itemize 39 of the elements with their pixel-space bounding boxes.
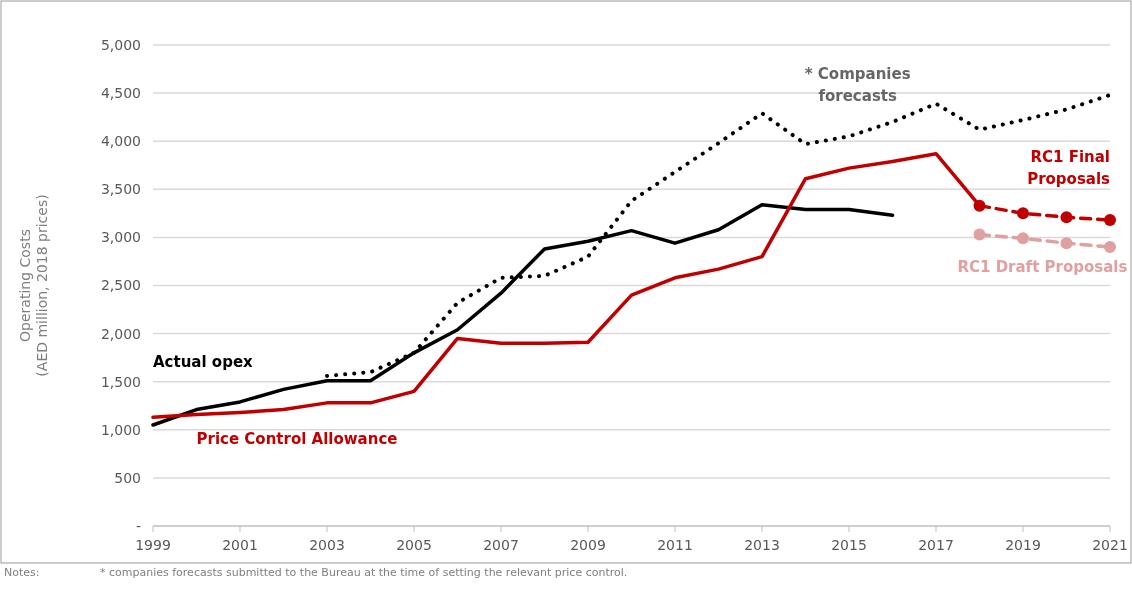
series-label: * Companies forecasts [804, 64, 911, 105]
x-tick-label: 2003 [309, 537, 345, 553]
series-label: Price Control Allowance [196, 430, 398, 449]
y-axis-title: Operating Costs (AED million, 2018 prices) [17, 194, 50, 377]
y-tick-label: 4,000 [100, 133, 141, 150]
point [973, 199, 986, 212]
point [1060, 237, 1073, 250]
x-tick-label: 2005 [396, 537, 432, 553]
y-tick-label: 500 [114, 469, 141, 486]
text: * companies forecasts submitted to the Bureau at the time of setting the relevant price control. [100, 566, 628, 579]
y-tick-label: 2,000 [100, 325, 141, 342]
x-tick-label: 2015 [831, 537, 867, 553]
series-label: Actual opex [153, 353, 254, 372]
point [1104, 241, 1116, 254]
x-tick-label: 2001 [222, 537, 258, 553]
text: Notes: [4, 566, 40, 579]
point [1060, 211, 1073, 224]
x-tick-label: 1999 [135, 537, 171, 553]
x-tick-label: 2017 [918, 537, 954, 553]
y-tick-label: 1,000 [100, 421, 141, 438]
y-tick-label: 2,500 [100, 277, 141, 294]
y-tick-label: 4,500 [100, 85, 141, 101]
x-tick-label: 2011 [657, 537, 693, 553]
x-tick-label: 2021 [1092, 537, 1128, 553]
point [1104, 214, 1116, 227]
y-tick-label: - [135, 517, 141, 534]
x-tick-label: 2019 [1005, 537, 1041, 553]
point [1017, 232, 1029, 245]
point [973, 228, 986, 241]
x-tick-label: 2009 [570, 537, 606, 553]
x-tick-label: 2007 [483, 537, 519, 553]
x-tick-label: 2013 [744, 537, 780, 553]
series-label: RC1 Final Proposals [1027, 148, 1111, 189]
y-tick-label: 3,500 [100, 181, 141, 198]
series-label: RC1 Draft Proposals [957, 258, 1128, 277]
y-tick-label: 5,000 [100, 36, 141, 53]
y-tick-label: 1,500 [100, 373, 141, 390]
y-tick-label: 3,000 [100, 229, 141, 246]
point [1017, 207, 1029, 220]
